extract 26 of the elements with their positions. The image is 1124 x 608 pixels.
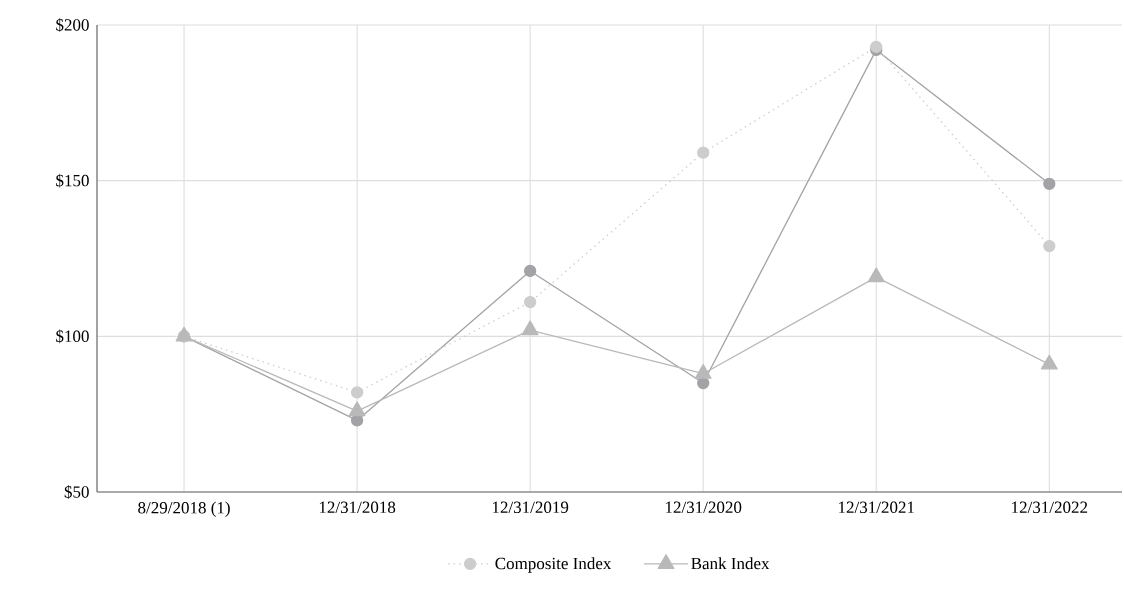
point <box>870 40 883 53</box>
y-tick-label: $200 <box>56 18 89 32</box>
point <box>694 364 712 379</box>
y-tick-label: $100 <box>56 329 89 344</box>
point <box>524 264 537 278</box>
point <box>1043 177 1056 190</box>
point <box>1040 354 1058 370</box>
point <box>348 401 366 417</box>
legend-label: Composite Index <box>495 557 612 573</box>
point <box>521 320 539 336</box>
point <box>350 386 364 399</box>
point <box>697 146 710 159</box>
x-tick-label: 12/31/2018 <box>319 501 396 514</box>
point <box>1043 239 1056 253</box>
x-tick-label: 12/31/2021 <box>839 501 914 514</box>
point <box>524 295 537 309</box>
x-tick-label: 12/31/2022 <box>1012 501 1088 514</box>
y-tick-label: $150 <box>56 173 89 188</box>
x-tick-label: 8/29/2018 (1) <box>138 501 230 517</box>
x-tick-label: 12/31/2020 <box>665 501 742 514</box>
y-tick-label: $50 <box>64 485 89 499</box>
point <box>175 326 193 342</box>
point <box>867 267 885 283</box>
point <box>350 414 364 427</box>
x-tick-label: 12/31/2019 <box>492 501 569 514</box>
legend-label: Bank Index <box>691 557 770 570</box>
